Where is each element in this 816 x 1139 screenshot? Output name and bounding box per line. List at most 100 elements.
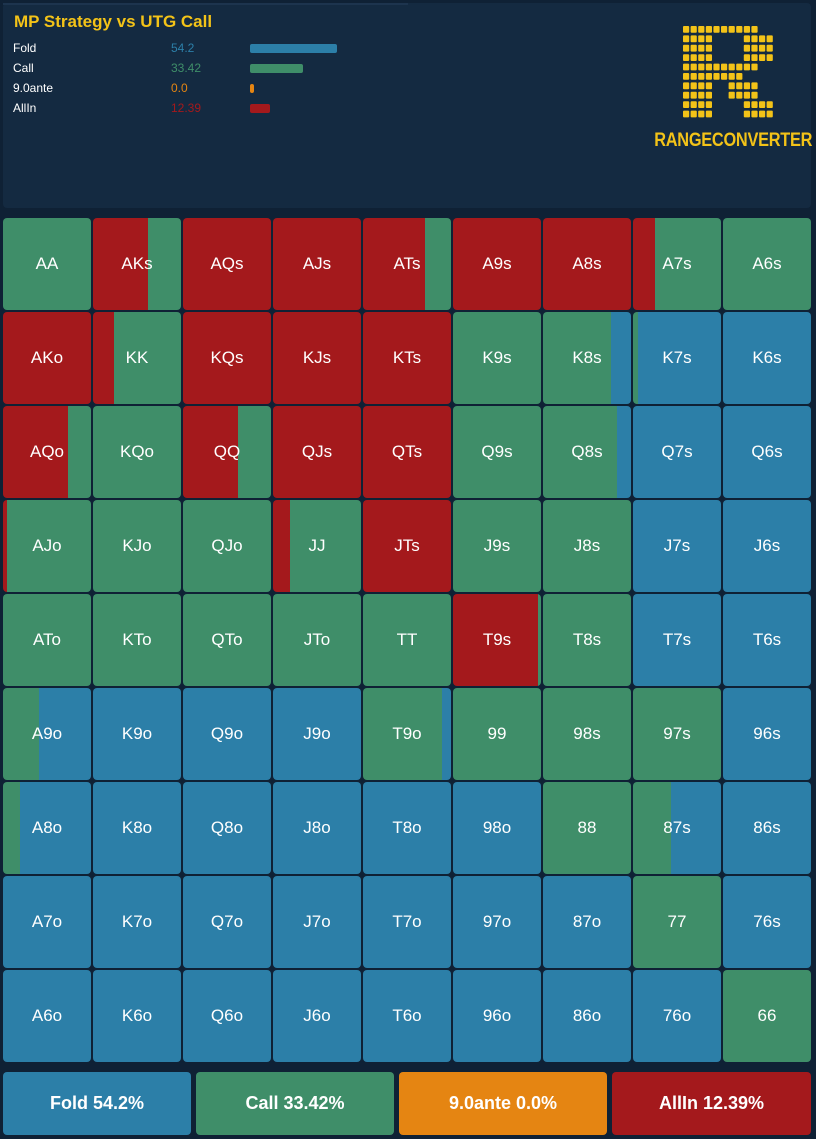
hand-cell-J6s[interactable]: J6s — [723, 500, 811, 592]
hand-cell-T6s[interactable]: T6s — [723, 594, 811, 686]
hand-cell-T7s[interactable]: T7s — [633, 594, 721, 686]
hand-cell-T9s[interactable]: T9s — [453, 594, 541, 686]
hand-cell-JJ[interactable]: JJ — [273, 500, 361, 592]
hand-cell-Q7s[interactable]: Q7s — [633, 406, 721, 498]
hand-cell-99[interactable]: 99 — [453, 688, 541, 780]
hand-cell-A7s[interactable]: A7s — [633, 218, 721, 310]
hand-cell-T6o[interactable]: T6o — [363, 970, 451, 1062]
hand-cell-J7s[interactable]: J7s — [633, 500, 721, 592]
hand-cell-Q8s[interactable]: Q8s — [543, 406, 631, 498]
hand-cell-AQo[interactable]: AQo — [3, 406, 91, 498]
hand-cell-Q9s[interactable]: Q9s — [453, 406, 541, 498]
hand-cell-AKo[interactable]: AKo — [3, 312, 91, 404]
hand-cell-J9o[interactable]: J9o — [273, 688, 361, 780]
hand-cell-K7o[interactable]: K7o — [93, 876, 181, 968]
summary-value: 33.42 — [171, 61, 202, 75]
hand-cell-ATo[interactable]: ATo — [3, 594, 91, 686]
hand-cell-T7o[interactable]: T7o — [363, 876, 451, 968]
hand-freq-segment — [19, 782, 91, 874]
hand-freq-segment — [633, 876, 721, 968]
hand-freq-segment — [670, 782, 721, 874]
hand-cell-K8o[interactable]: K8o — [93, 782, 181, 874]
hand-cell-KJs[interactable]: KJs — [273, 312, 361, 404]
hand-cell-K6o[interactable]: K6o — [93, 970, 181, 1062]
hand-cell-97s[interactable]: 97s — [633, 688, 721, 780]
hand-cell-KQo[interactable]: KQo — [93, 406, 181, 498]
hand-label: KTs — [392, 348, 422, 367]
hand-cell-66[interactable]: 66 — [723, 970, 811, 1062]
hand-freq-segment — [442, 688, 451, 780]
hand-label: QTo — [211, 630, 243, 649]
hand-cell-K7s[interactable]: K7s — [633, 312, 721, 404]
total-fold: Fold 54.2% — [3, 1072, 191, 1135]
hand-cell-A9o[interactable]: A9o — [3, 688, 91, 780]
hand-cell-J8o[interactable]: J8o — [273, 782, 361, 874]
hand-cell-96s[interactable]: 96s — [723, 688, 811, 780]
hand-cell-AJo[interactable]: AJo — [3, 500, 91, 592]
hand-cell-87o[interactable]: 87o — [543, 876, 631, 968]
hand-label: AJo — [32, 536, 62, 555]
hand-cell-QQ[interactable]: QQ — [183, 406, 271, 498]
hand-cell-T8o[interactable]: T8o — [363, 782, 451, 874]
hand-cell-KTs[interactable]: KTs — [363, 312, 451, 404]
hand-cell-QTs[interactable]: QTs — [363, 406, 451, 498]
hand-cell-QJs[interactable]: QJs — [273, 406, 361, 498]
hand-cell-98o[interactable]: 98o — [453, 782, 541, 874]
hand-cell-Q8o[interactable]: Q8o — [183, 782, 271, 874]
hand-cell-A6o[interactable]: A6o — [3, 970, 91, 1062]
hand-cell-A8o[interactable]: A8o — [3, 782, 91, 874]
hand-cell-KJo[interactable]: KJo — [93, 500, 181, 592]
hand-cell-A7o[interactable]: A7o — [3, 876, 91, 968]
hand-cell-AJs[interactable]: AJs — [273, 218, 361, 310]
hand-cell-Q6s[interactable]: Q6s — [723, 406, 811, 498]
hand-cell-J9s[interactable]: J9s — [453, 500, 541, 592]
hand-cell-TT[interactable]: TT — [363, 594, 451, 686]
summary-bar — [250, 84, 254, 93]
hand-cell-J6o[interactable]: J6o — [273, 970, 361, 1062]
hand-cell-76s[interactable]: 76s — [723, 876, 811, 968]
hand-cell-K6s[interactable]: K6s — [723, 312, 811, 404]
hand-cell-88[interactable]: 88 — [543, 782, 631, 874]
hand-label: Q9o — [210, 724, 244, 743]
hand-cell-QTo[interactable]: QTo — [183, 594, 271, 686]
hand-cell-86o[interactable]: 86o — [543, 970, 631, 1062]
hand-cell-JTs[interactable]: JTs — [363, 500, 451, 592]
hand-cell-A6s[interactable]: A6s — [723, 218, 811, 310]
hand-cell-Q6o[interactable]: Q6o — [183, 970, 271, 1062]
hand-cell-A8s[interactable]: A8s — [543, 218, 631, 310]
hand-cell-97o[interactable]: 97o — [453, 876, 541, 968]
hand-cell-Q7o[interactable]: Q7o — [183, 876, 271, 968]
hand-label: JTs — [394, 536, 420, 555]
hand-cell-T8s[interactable]: T8s — [543, 594, 631, 686]
hand-cell-87s[interactable]: 87s — [633, 782, 721, 874]
hand-cell-K9o[interactable]: K9o — [93, 688, 181, 780]
hand-cell-76o[interactable]: 76o — [633, 970, 721, 1062]
hand-cell-T9o[interactable]: T9o — [363, 688, 451, 780]
hand-cell-77[interactable]: 77 — [633, 876, 721, 968]
totals-bar: Fold 54.2% Call 33.42% 9.0ante 0.0% AllI… — [3, 1072, 811, 1135]
hand-cell-JTo[interactable]: JTo — [273, 594, 361, 686]
hand-label: 97s — [663, 724, 691, 743]
hand-cell-J8s[interactable]: J8s — [543, 500, 631, 592]
hand-cell-AA[interactable]: AA — [3, 218, 91, 310]
summary-row-ante: 9.0ante 0.0 — [13, 79, 413, 99]
hand-cell-A9s[interactable]: A9s — [453, 218, 541, 310]
hand-cell-86s[interactable]: 86s — [723, 782, 811, 874]
hand-cell-KQs[interactable]: KQs — [183, 312, 271, 404]
hand-cell-AQs[interactable]: AQs — [183, 218, 271, 310]
hand-cell-K9s[interactable]: K9s — [453, 312, 541, 404]
hand-cell-96o[interactable]: 96o — [453, 970, 541, 1062]
hand-cell-KK[interactable]: KK — [93, 312, 181, 404]
hand-cell-AKs[interactable]: AKs — [93, 218, 181, 310]
hand-cell-K8s[interactable]: K8s — [543, 312, 631, 404]
hand-cell-J7o[interactable]: J7o — [273, 876, 361, 968]
hand-cell-ATs[interactable]: ATs — [363, 218, 451, 310]
hand-cell-Q9o[interactable]: Q9o — [183, 688, 271, 780]
hand-cell-98s[interactable]: 98s — [543, 688, 631, 780]
hand-cell-KTo[interactable]: KTo — [93, 594, 181, 686]
hand-freq-segment — [543, 500, 631, 592]
hand-cell-QJo[interactable]: QJo — [183, 500, 271, 592]
hand-freq-segment — [147, 218, 181, 310]
hand-label: ATo — [32, 630, 62, 649]
hand-label: ATs — [393, 254, 421, 273]
